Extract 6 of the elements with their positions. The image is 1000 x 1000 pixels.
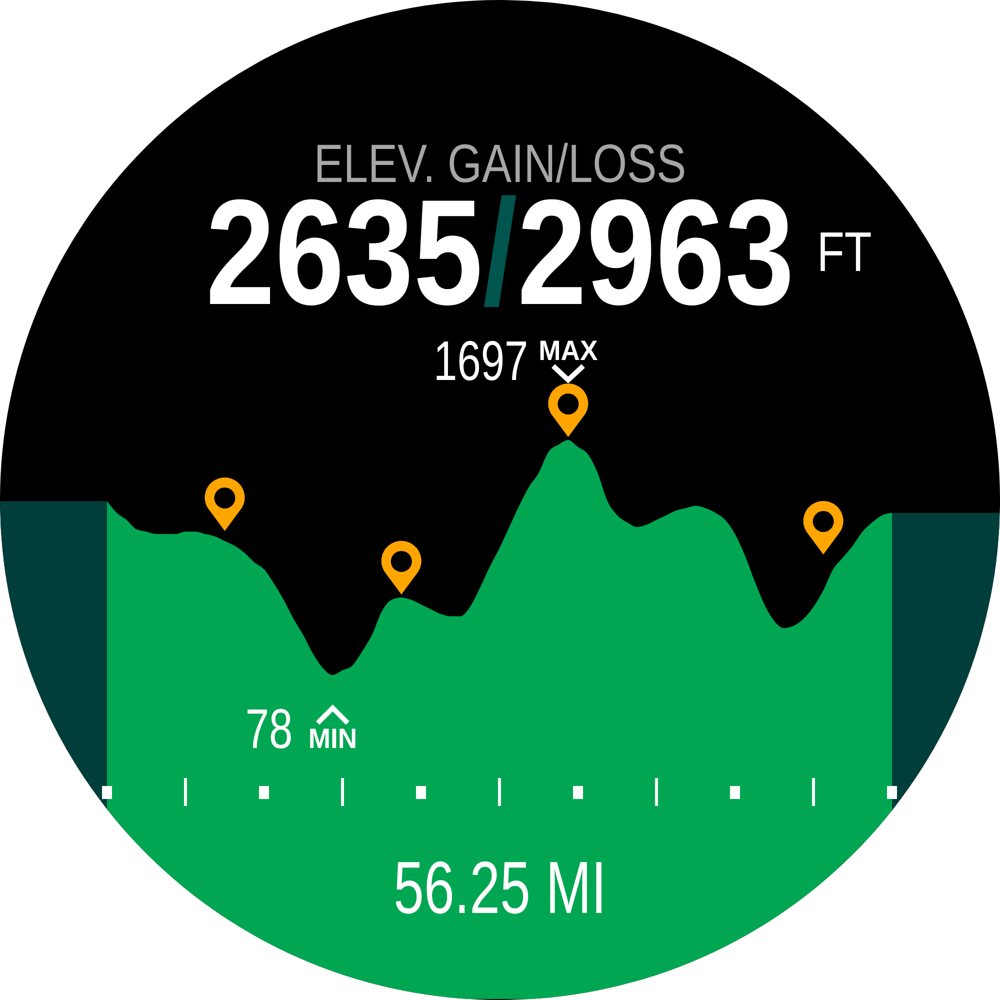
text: FT [817, 220, 872, 284]
annotation: MIN [308, 722, 358, 754]
text: 78 [245, 697, 293, 760]
text: 1697 [434, 329, 528, 392]
annotation: MAX [538, 334, 598, 366]
x-axis-title: 56.25 MI [393, 846, 607, 929]
